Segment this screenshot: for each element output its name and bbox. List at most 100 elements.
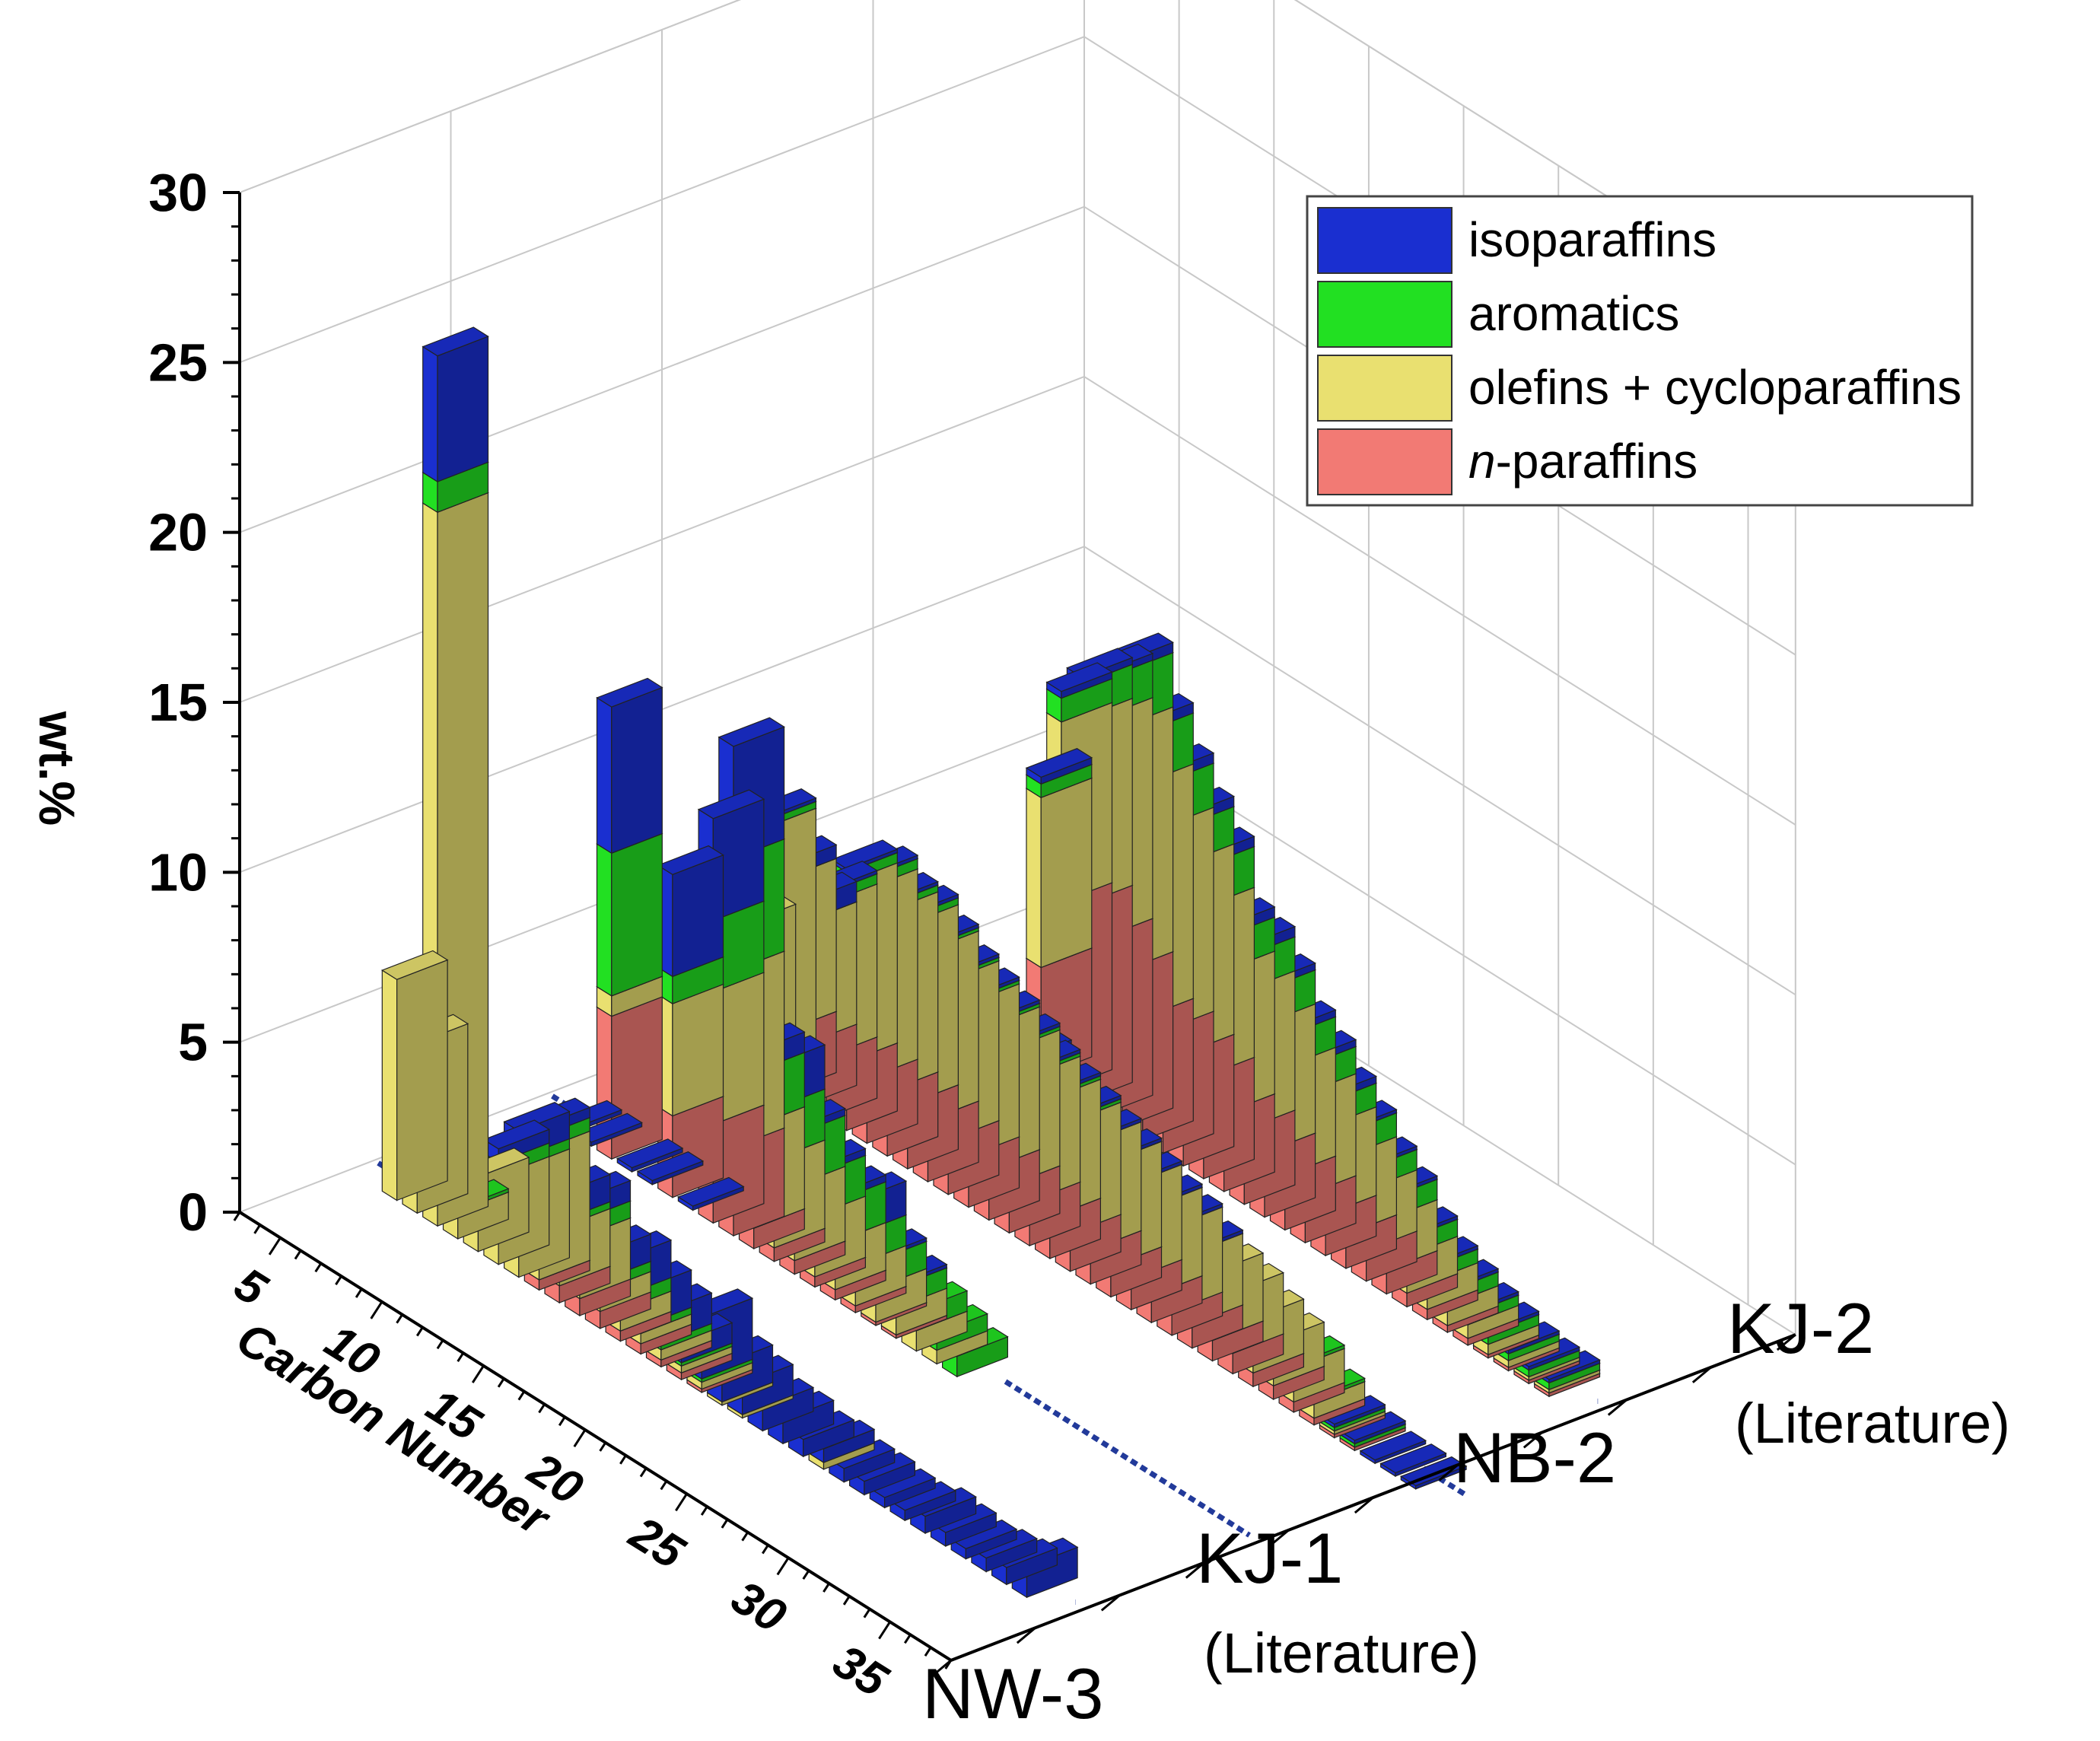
sample-axis-tick [1607,1399,1628,1416]
sample-label-KJ-1: KJ-1 (Literature) [1196,1518,1479,1685]
zero-baseline-KJ-1 [1004,1379,1251,1538]
bar-series-NW-3 [380,326,1079,1599]
bar-segment-aromatics-front [596,843,612,997]
carbon-major-tick [776,1557,790,1576]
legend-italic-prefix: n [1468,434,1496,489]
carbon-minor-tick [538,1403,546,1414]
legend-swatch [1317,207,1452,274]
y-tick-label: 15 [148,673,208,732]
legend-label: aromatics [1468,286,1679,341]
bar-segment-isoparaffins-side [672,854,724,978]
carbon-minor-tick [457,1352,465,1362]
sample-axis-tick [1269,1529,1290,1546]
sample-axis-tick [1522,1431,1543,1449]
sample-name: NW-3 [922,1653,1104,1733]
sample-axis-tick [1776,1333,1796,1351]
y-axis-title: wt.% [29,711,85,826]
carbon-minor-tick [355,1288,363,1298]
bar-segment-isoparaffins-front [596,696,612,855]
sample-label-NW-3: NW-3 [922,1653,1104,1733]
carbon-major-tick [878,1621,891,1640]
legend-label: isoparaffins [1468,212,1717,267]
bar-segment-aromatics-side [611,832,663,997]
carbon-minor-tick [863,1608,871,1618]
bar-segment-isoparaffins-side [437,336,489,482]
sample-axis-tick [1354,1496,1374,1514]
y-tick-label: 10 [148,842,208,902]
carbon-minor-tick [660,1480,668,1491]
bar-stack [677,1176,745,1211]
bar-series-KJ-2 [903,632,1601,1398]
bar-segment-olefins-cyclo-front [1026,788,1042,969]
carbon-major-tick [675,1493,688,1512]
sample-label-NB-2: NB-2 [1453,1418,1616,1498]
bar-series-KJ-1 [555,677,1009,1378]
sample-axis-tick [1185,1561,1205,1579]
carbon-minor-tick [253,1224,261,1234]
carbon-major-tick [370,1300,383,1319]
sample-name: NB-2 [1453,1418,1616,1498]
bar-segment-isoparaffins-front [422,345,438,483]
carbon-minor-tick [497,1377,505,1388]
bar-series-NB-2 [729,788,1468,1490]
sample-name: KJ-1 [1196,1518,1343,1598]
legend-swatch [1317,355,1452,422]
carbon-minor-tick [517,1390,526,1401]
bar-segment-zero-top [616,1138,684,1169]
sample-note: (Literature) [1204,1622,1479,1685]
bar-stack [950,1519,1018,1560]
legend-swatch [1317,281,1452,348]
carbon-minor-tick [396,1313,403,1324]
carbon-major-tick [268,1237,282,1256]
carbon-minor-tick [802,1570,810,1580]
carbon-minor-tick [822,1583,830,1593]
sample-name: KJ-2 [1727,1288,1874,1368]
carbon-minor-tick [558,1416,566,1427]
carbon-minor-tick [924,1647,932,1657]
bar-stack [1025,748,1093,1077]
bar-stacks [380,326,1601,1599]
y-tick-label: 0 [178,1182,208,1242]
carbon-minor-tick [599,1442,607,1452]
bar-stack [1359,1431,1427,1465]
carbon-minor-tick [294,1249,302,1260]
bar-segment-olefins-cyclo-side [1040,777,1093,969]
y-tick-label: 25 [148,333,208,392]
y-tick-label: 30 [148,163,208,222]
bar-segment-isoparaffins-top [657,845,724,875]
bar-segment-isoparaffins-side [611,686,663,855]
bar-stack [868,1468,937,1509]
carbon-minor-tick [721,1519,729,1529]
axes [223,191,1796,1677]
carbon-minor-tick [314,1262,323,1273]
legend: isoparaffins aromatics olefins + cyclopara… [1306,195,1974,507]
bar-segment-isoparaffins-top [831,839,899,870]
bar-segment-isoparaffins-top [697,789,765,820]
sample-note: (Literature) [1735,1392,2010,1455]
sample-axis-tick [1438,1464,1459,1482]
bar-stack [657,845,724,1198]
carbon-minor-tick [233,1211,241,1221]
carbon-minor-tick [619,1454,627,1465]
bar-segment-isoparaffins-top [1045,662,1113,692]
bar-stack [380,950,449,1202]
carbon-major-tick [471,1365,485,1383]
carbon-minor-tick [762,1544,769,1555]
bar-stack [1379,1443,1447,1478]
bar-segment-zero-top [677,1176,745,1207]
carbon-axis-line [238,1211,952,1662]
y-tick-label: 20 [148,503,208,562]
bar-segment-olefins-cyclo-front [381,969,398,1202]
bar-segment-olefins-cyclo-top [380,950,449,980]
carbon-major-tick [573,1429,587,1447]
bar-stack [636,1151,705,1186]
carbon-minor-tick [335,1275,342,1286]
bar-segment-isoparaffins-top [718,717,785,747]
bar-stack [889,1481,957,1522]
legend-label: olefins + cycloparaffins [1468,360,1962,415]
bar-segment-isoparaffins-top [596,677,663,708]
bar-segment-isoparaffins-top [482,1119,551,1150]
sample-label-KJ-2: KJ-2 (Literature) [1727,1288,2010,1455]
carbon-minor-tick [842,1596,851,1606]
